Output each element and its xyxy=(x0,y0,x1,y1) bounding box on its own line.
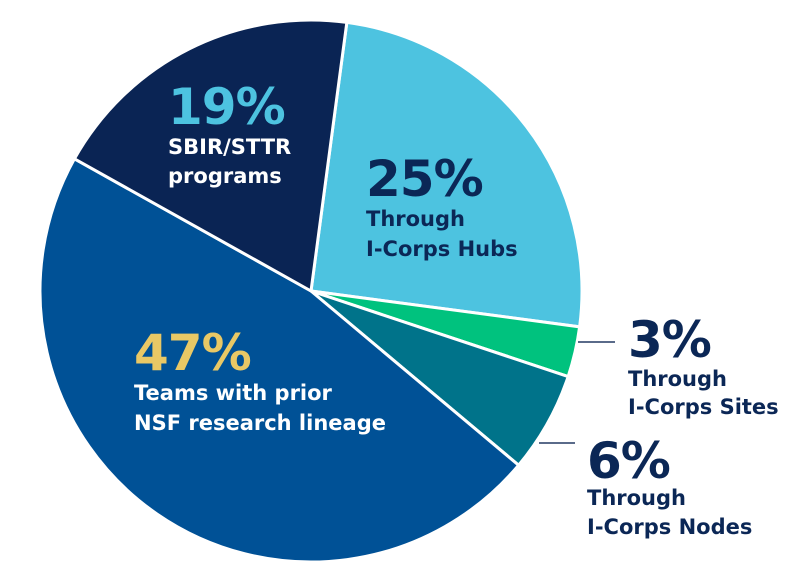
label-47pct: 47% Teams with prior NSF research lineag… xyxy=(134,324,386,435)
slice-label-line: SBIR/STTR xyxy=(168,135,291,159)
pct-label: 3% xyxy=(628,311,711,369)
pie-slice-47pct xyxy=(38,156,521,564)
label-25pct: 25% Through I-Corps Hubs xyxy=(366,150,518,261)
pct-label: 6% xyxy=(587,432,670,490)
pct-label: 47% xyxy=(134,324,251,382)
slice-label-line: I-Corps Hubs xyxy=(366,237,518,261)
pct-label: 19% xyxy=(168,78,285,136)
slice-label-line: programs xyxy=(168,164,282,188)
slice-label-line: Through xyxy=(366,207,465,231)
pie-slice-19pct xyxy=(72,18,349,294)
label-3pct: 3% Through I-Corps Sites xyxy=(628,311,779,419)
slice-label-line: Through xyxy=(587,486,686,510)
pie-slice-25pct xyxy=(309,20,584,329)
label-6pct: 6% Through I-Corps Nodes xyxy=(587,432,752,539)
slice-label-line: I-Corps Sites xyxy=(628,395,779,419)
slice-label-line: I-Corps Nodes xyxy=(587,515,752,539)
slice-label-line: NSF research lineage xyxy=(134,411,386,435)
label-19pct: 19% SBIR/STTR programs xyxy=(168,78,291,188)
slices xyxy=(38,18,584,564)
slice-label-line: Through xyxy=(628,367,727,391)
pct-label: 25% xyxy=(366,150,483,208)
slice-label-line: Teams with prior xyxy=(134,381,333,405)
